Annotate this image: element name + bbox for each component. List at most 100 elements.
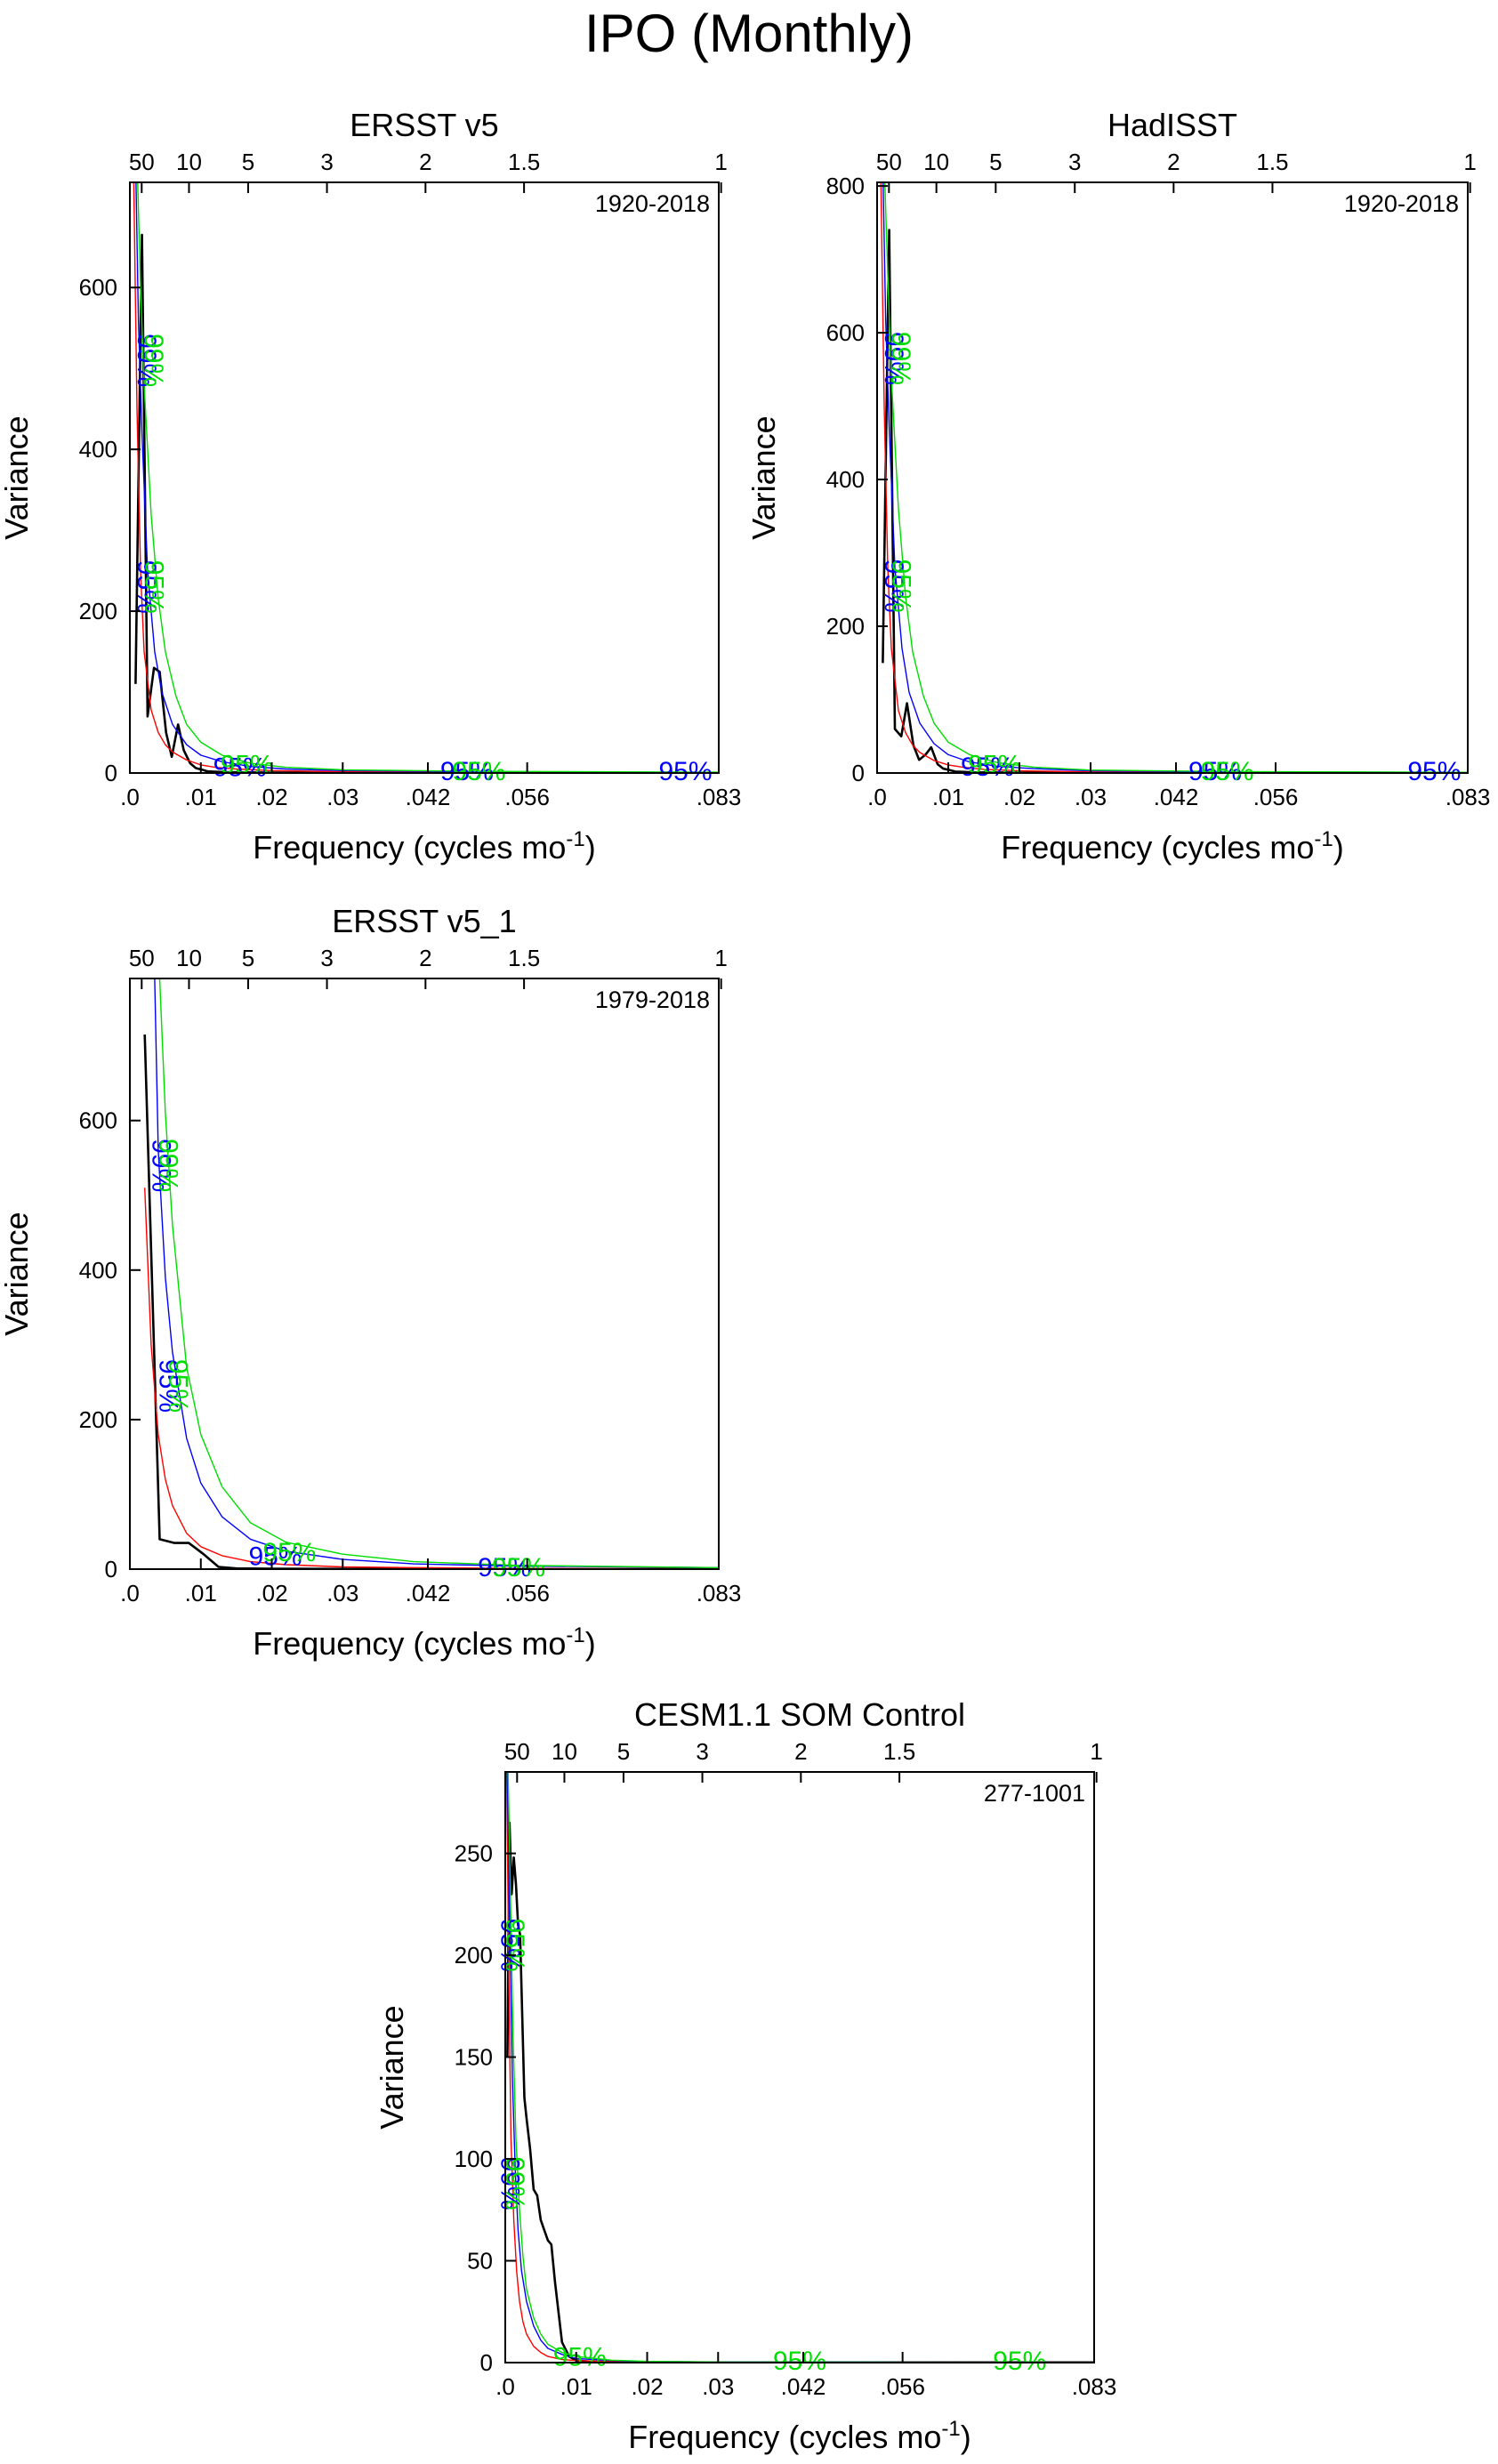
y-tick-label: 600 xyxy=(79,274,117,301)
sig-99-line xyxy=(882,182,1468,773)
significance-label: 95% xyxy=(887,560,916,613)
period-tick-label: 1 xyxy=(1090,1738,1102,1765)
significance-label: 95% xyxy=(140,560,169,614)
significance-label: 95% xyxy=(452,757,505,786)
chart-title: CESM1.1 SOM Control xyxy=(634,1696,965,1733)
y-tick-label: 0 xyxy=(852,760,865,786)
x-tick-label: .083 xyxy=(1072,2373,1117,2400)
y-tick-label: 400 xyxy=(79,436,117,463)
red-noise xyxy=(880,182,1468,773)
x-tick-label: .03 xyxy=(326,1580,358,1606)
y-tick-label: 600 xyxy=(826,319,865,346)
period-tick-label: 3 xyxy=(1068,149,1081,175)
period-tick-label: 2 xyxy=(1167,149,1180,175)
period-tick-label: 1.5 xyxy=(883,1738,915,1765)
spectrum xyxy=(143,1034,719,1569)
red-noise xyxy=(505,1772,1094,2363)
x-tick-label: .02 xyxy=(1003,784,1035,810)
y-axis-label: Variance xyxy=(745,415,782,539)
period-tick-label: 2 xyxy=(794,1738,807,1765)
x-tick-label: .083 xyxy=(697,784,742,810)
x-tick-label: .01 xyxy=(185,1580,217,1606)
period-label: 1920-2018 xyxy=(595,190,710,217)
significance-label: 95% xyxy=(993,2347,1046,2376)
series-lines xyxy=(143,978,719,1569)
x-tick-label: .01 xyxy=(932,784,964,810)
y-tick-label: 200 xyxy=(826,613,865,640)
x-tick-label: .02 xyxy=(631,2373,663,2400)
y-axis-label: Variance xyxy=(0,1212,35,1335)
x-tick-label: .02 xyxy=(255,784,287,810)
chart-title: ERSST v5_1 xyxy=(332,903,516,939)
sig-95-line xyxy=(507,1772,1094,2363)
panel-cesm-som-control: CESM1.1 SOM Control277-100195%95%99%99%9… xyxy=(374,1696,1116,2455)
period-tick-label: 50 xyxy=(129,945,155,971)
y-tick-label: 250 xyxy=(455,1840,493,1867)
period-tick-label: 50 xyxy=(129,149,155,175)
period-tick-label: 5 xyxy=(989,149,1002,175)
x-tick-label: .056 xyxy=(504,784,550,810)
x-axis-label: Frequency (cycles mo-1) xyxy=(628,2417,970,2455)
y-tick-label: 400 xyxy=(826,466,865,493)
y-axis-label: Variance xyxy=(0,415,35,539)
period-tick-label: 3 xyxy=(320,149,333,175)
y-tick-label: 0 xyxy=(105,760,117,786)
significance-label: 95% xyxy=(262,1538,316,1567)
sig-95-line xyxy=(883,182,1468,773)
x-tick-label: .042 xyxy=(781,2373,826,2400)
x-tick-label: .01 xyxy=(185,784,217,810)
significance-label: 95% xyxy=(492,1553,545,1582)
plot-frame xyxy=(504,1771,1095,2363)
x-tick-label: .0 xyxy=(120,1580,140,1606)
x-tick-label: .01 xyxy=(560,2373,592,2400)
spectrum xyxy=(882,229,1468,773)
sig-99-line xyxy=(154,978,719,1569)
period-tick-label: 3 xyxy=(696,1738,708,1765)
period-tick-label: 1.5 xyxy=(508,149,540,175)
period-tick-label: 10 xyxy=(176,945,202,971)
period-tick-label: 1 xyxy=(714,945,727,971)
x-tick-label: .0 xyxy=(120,784,140,810)
y-tick-label: 150 xyxy=(455,2044,493,2071)
x-tick-label: .02 xyxy=(255,1580,287,1606)
significance-label: 95% xyxy=(154,1359,183,1413)
period-label: 277-1001 xyxy=(984,1780,1085,1807)
series-lines xyxy=(880,182,1468,773)
significance-label: 95% xyxy=(879,560,908,613)
period-tick-label: 1.5 xyxy=(508,945,540,971)
y-tick-label: 200 xyxy=(79,598,117,624)
x-tick-label: .0 xyxy=(495,2373,515,2400)
y-tick-label: 0 xyxy=(105,1556,117,1582)
x-tick-label: .042 xyxy=(406,1580,451,1606)
significance-label: 95% xyxy=(248,1542,302,1571)
x-tick-label: .056 xyxy=(880,2373,925,2400)
significance-label: 99% xyxy=(132,334,161,387)
period-tick-label: 5 xyxy=(242,149,254,175)
series-lines xyxy=(133,182,719,773)
significance-label: 95% xyxy=(495,1919,524,1972)
significance-label: 99% xyxy=(886,332,915,385)
significance-label: 95% xyxy=(961,753,1014,782)
page-title: IPO (Monthly) xyxy=(584,4,914,63)
sig-95-line xyxy=(158,978,719,1569)
plot-frame xyxy=(129,978,720,1570)
x-tick-label: .083 xyxy=(697,1580,742,1606)
x-tick-label: .0 xyxy=(867,784,887,810)
significance-label: 95% xyxy=(164,1359,193,1413)
period-tick-label: 2 xyxy=(419,149,431,175)
x-tick-label: .042 xyxy=(1154,784,1199,810)
period-tick-label: 1.5 xyxy=(1256,149,1288,175)
plot-frame xyxy=(129,181,720,774)
x-tick-label: .056 xyxy=(1253,784,1299,810)
red-noise xyxy=(144,1188,719,1569)
period-tick-label: 50 xyxy=(504,1738,530,1765)
significance-label: 99% xyxy=(500,2156,529,2210)
sig-99-line xyxy=(506,1772,1094,2363)
panel-ersst-v5-1: ERSST v5_11979-201899%99%95%95%95%95%95%… xyxy=(0,903,741,1662)
x-tick-label: .03 xyxy=(326,784,358,810)
period-label: 1979-2018 xyxy=(595,986,710,1013)
y-tick-label: 0 xyxy=(480,2349,493,2376)
significance-label: 95% xyxy=(1188,757,1242,786)
